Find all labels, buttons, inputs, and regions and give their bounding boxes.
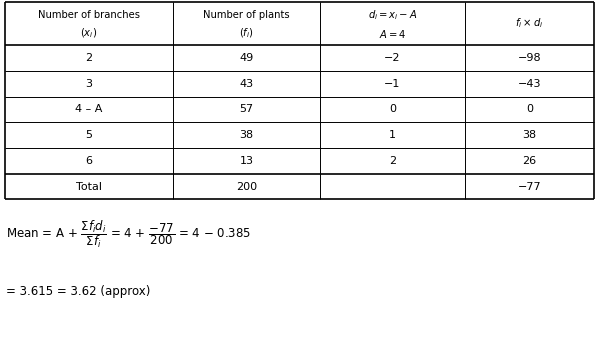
Text: 3: 3 <box>85 79 92 89</box>
Text: Number of plants: Number of plants <box>203 10 290 20</box>
Text: −1: −1 <box>384 79 401 89</box>
Text: 2: 2 <box>389 156 396 166</box>
Text: 1: 1 <box>389 130 396 140</box>
Text: −2: −2 <box>384 53 401 63</box>
Text: 2: 2 <box>85 53 92 63</box>
Text: 38: 38 <box>240 130 253 140</box>
Text: 13: 13 <box>240 156 253 166</box>
Text: 38: 38 <box>522 130 537 140</box>
Text: −43: −43 <box>518 79 541 89</box>
Text: 6: 6 <box>85 156 92 166</box>
Text: 49: 49 <box>240 53 253 63</box>
Text: Number of branches: Number of branches <box>38 10 140 20</box>
Text: $A = 4$: $A = 4$ <box>379 28 406 40</box>
Text: $(f_i)$: $(f_i)$ <box>239 27 254 41</box>
Text: 0: 0 <box>526 104 533 115</box>
Text: 200: 200 <box>236 182 257 192</box>
Text: −98: −98 <box>518 53 541 63</box>
Text: 26: 26 <box>522 156 537 166</box>
Text: −77: −77 <box>518 182 541 192</box>
Text: 5: 5 <box>85 130 92 140</box>
Text: $d_i = x_i - A$: $d_i = x_i - A$ <box>368 8 417 22</box>
Text: $f_i \times d_i$: $f_i \times d_i$ <box>515 17 543 30</box>
Text: 43: 43 <box>240 79 253 89</box>
Text: $(x_i)$: $(x_i)$ <box>80 27 98 41</box>
Text: Total: Total <box>76 182 102 192</box>
Text: = 3.615 = 3.62 (approx): = 3.615 = 3.62 (approx) <box>6 285 150 298</box>
Text: Mean = A + $\dfrac{\Sigma f_i d_i}{\Sigma f_i}$ = 4 + $\dfrac{-77}{200}$ = 4 $-$: Mean = A + $\dfrac{\Sigma f_i d_i}{\Sigm… <box>6 218 251 250</box>
Text: 0: 0 <box>389 104 396 115</box>
Text: 4 – A: 4 – A <box>75 104 102 115</box>
Text: 57: 57 <box>240 104 253 115</box>
